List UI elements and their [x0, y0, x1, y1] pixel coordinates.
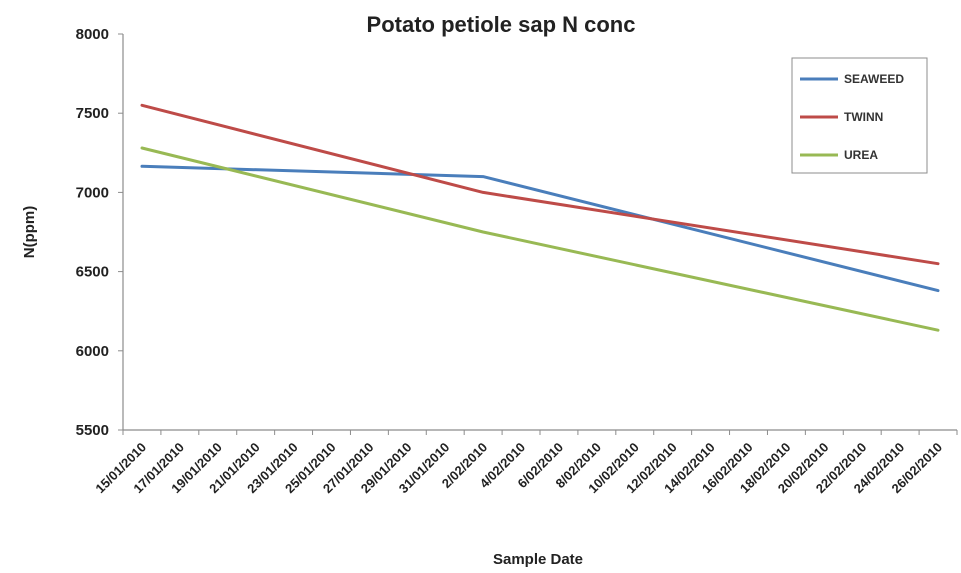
series-line-twinn: [140, 103, 940, 266]
y-tick-label: 6000: [76, 343, 109, 360]
chart-title: Potato petiole sap N conc: [367, 12, 636, 37]
y-tick-label: 8000: [76, 26, 109, 43]
series-line-seaweed: [140, 164, 940, 293]
x-axis: 15/01/201017/01/201019/01/201021/01/2010…: [92, 429, 958, 496]
x-axis-title: Sample Date: [493, 551, 583, 568]
series-line-urea: [140, 146, 940, 332]
y-axis: 8000 7500 7000 6500 6000 5500: [76, 26, 124, 439]
legend-label: UREA: [844, 148, 878, 162]
y-tick-label: 7500: [76, 105, 109, 122]
legend-label: TWINN: [844, 110, 883, 124]
legend-label: SEAWEED: [844, 72, 904, 86]
series-layer: [140, 103, 940, 332]
legend: SEAWEED TWINN UREA: [791, 57, 928, 174]
y-tick-label: 5500: [76, 422, 109, 439]
y-tick-label: 6500: [76, 264, 109, 281]
y-axis-title: N(ppm): [21, 206, 38, 259]
y-tick-label: 7000: [76, 184, 109, 201]
